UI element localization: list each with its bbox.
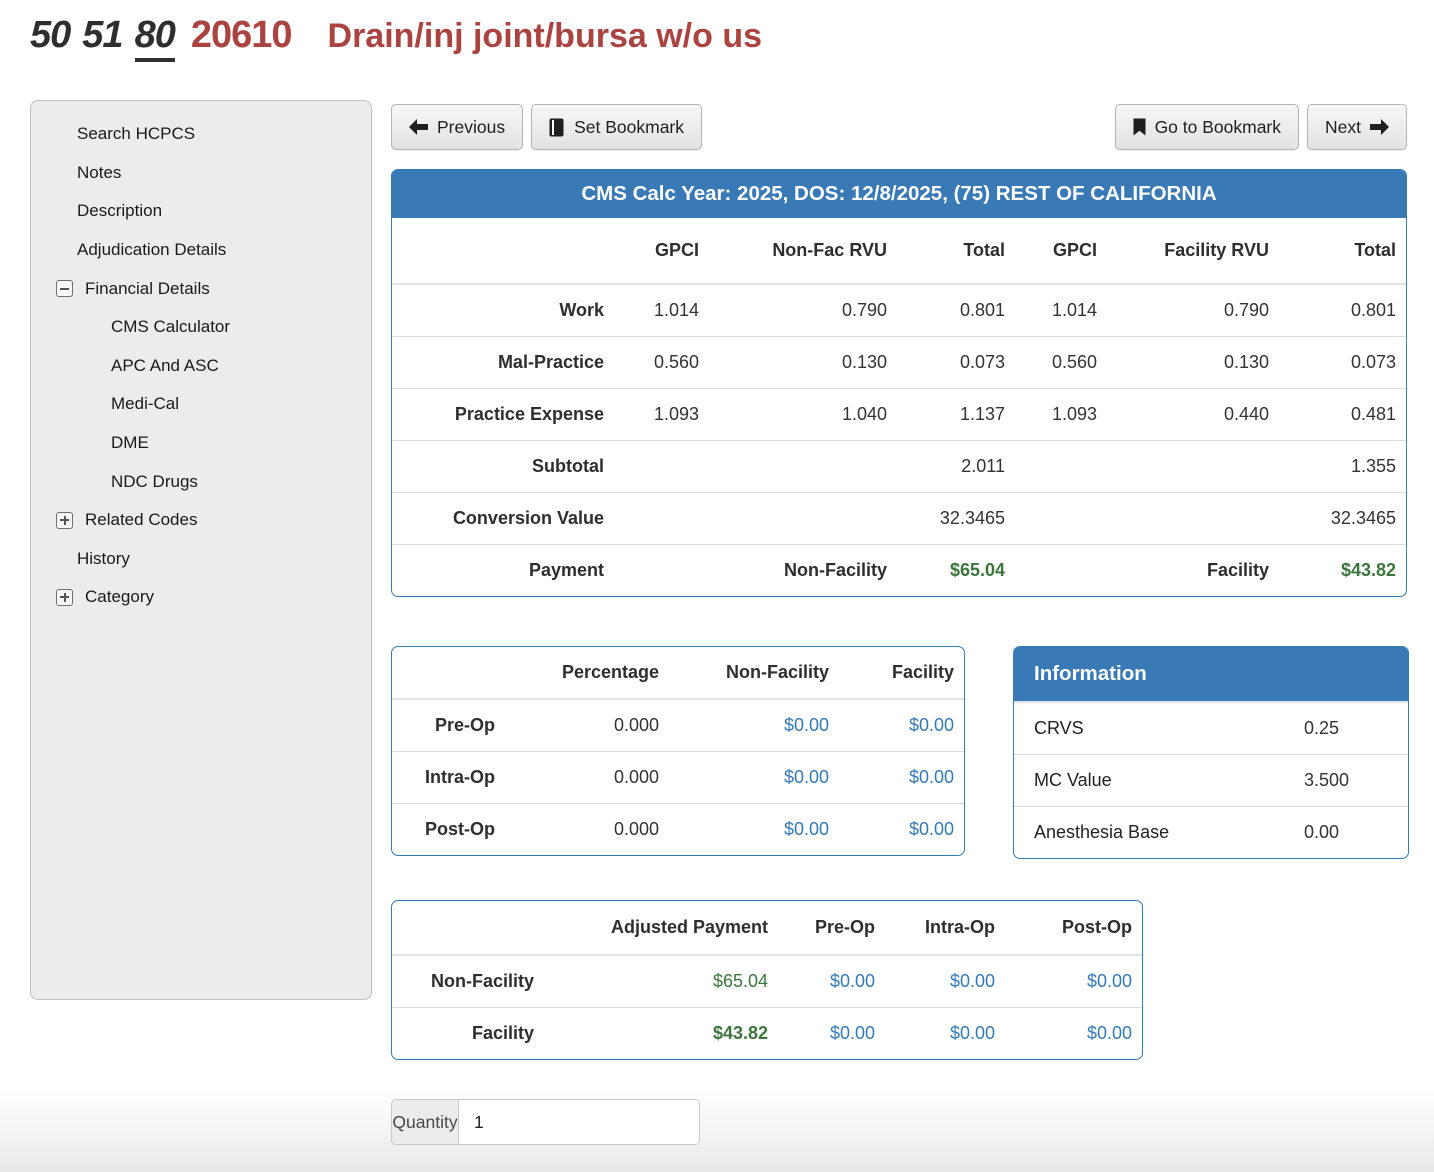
expand-icon[interactable] [56,511,73,529]
sidebar-item-history[interactable]: History [77,548,130,568]
payment-nonfacility-label: Non-Facility [711,544,899,596]
procedure-title: Drain/inj joint/bursa w/o us [327,17,762,55]
sidebar-item-related-codes[interactable]: Related Codes [31,501,371,540]
information-panel: Information CRVS 0.25 MC Value 3.500 Ane… [1013,646,1409,859]
collapse-icon[interactable] [56,280,73,298]
sidebar-item-search-hcpcs[interactable]: Search HCPCS [77,124,196,144]
table-row-subtotal: Subtotal 2.011 1.355 [392,440,1406,493]
cms-calc-panel: CMS Calc Year: 2025, DOS: 12/8/2025, (75… [391,169,1407,597]
sidebar-item-notes[interactable]: Notes [77,162,122,182]
sidebar-item-cms-calculator[interactable]: CMS Calculator [111,317,231,337]
col-total-2: Total [1354,240,1396,260]
adjusted-payment-panel: Adjusted Payment Pre-Op Intra-Op Post-Op… [391,900,1143,1060]
percentage-table: Percentage Non-Facility Facility Pre-Op … [392,647,964,855]
expand-icon[interactable] [56,588,73,606]
col-pre-op: Pre-Op [814,917,875,937]
table-row-pre-op: Pre-Op 0.000 $0.00 $0.00 [392,698,964,752]
col-non-facility: Non-Facility [725,662,829,682]
sidebar-item-apc-and-asc[interactable]: APC And ASC [111,355,219,375]
table-row-mc-value: MC Value 3.500 [1014,754,1408,807]
modifier-codes: 50 51 80 [30,14,176,62]
col-gpci: GPCI [654,240,699,260]
information-table: CRVS 0.25 MC Value 3.500 Anesthesia Base… [1014,701,1408,858]
table-row-practice-expense: Practice Expense 1.093 1.040 1.137 1.093… [392,388,1406,441]
table-row-anesthesia-base: Anesthesia Base 0.00 [1014,806,1408,858]
sidebar-item-dme[interactable]: DME [111,433,149,453]
modifier-51: 51 [82,14,123,56]
information-panel-title: Information [1014,647,1408,701]
percentage-panel: Percentage Non-Facility Facility Pre-Op … [391,646,965,856]
table-row-payment: Payment Non-Facility $65.04 Facility $43… [392,544,1406,596]
col-intra-op: Intra-Op [925,917,995,937]
col-facility-rvu: Facility RVU [1164,240,1269,260]
col-adjusted-payment: Adjusted Payment [610,917,768,937]
sidebar-item-adjudication-details[interactable]: Adjudication Details [77,240,227,260]
percentage-header-row: Percentage Non-Facility Facility [392,647,964,699]
table-row-crvs: CRVS 0.25 [1014,701,1408,755]
sidebar-item-financial-details[interactable]: Financial Details [31,269,371,308]
col-facility: Facility [891,662,954,682]
hcpcs-code: 20610 [190,14,293,56]
table-row-non-facility: Non-Facility $65.04 $0.00 $0.00 $0.00 [392,954,1142,1008]
page-header: 50 51 80 20610 Drain/inj joint/bursa w/o… [30,14,762,62]
payment-facility-amount: $43.82 [1281,544,1406,596]
col-percentage: Percentage [561,662,659,682]
table-row-intra-op: Intra-Op 0.000 $0.00 $0.00 [392,751,964,804]
quantity-group: Quantity [391,1099,700,1145]
modifier-80: 80 [134,14,176,62]
table-row-post-op: Post-Op 0.000 $0.00 $0.00 [392,803,964,855]
adjusted-header-row: Adjusted Payment Pre-Op Intra-Op Post-Op [392,901,1142,955]
arrow-right-icon [1370,119,1389,135]
adjusted-facility-amount: $43.82 [546,1007,780,1059]
adjusted-nonfacility-amount: $65.04 [546,954,780,1008]
toolbar: Previous Set Bookmark Go to Bookmark Nex… [391,104,1407,150]
quantity-input[interactable] [458,1099,700,1145]
col-post-op: Post-Op [1062,917,1132,937]
col-total: Total [963,240,1005,260]
table-row-conversion-value: Conversion Value 32.3465 32.3465 [392,492,1406,545]
set-bookmark-button[interactable]: Set Bookmark [531,104,702,150]
payment-nonfacility-amount: $65.04 [899,544,1017,596]
col-nonfac-rvu: Non-Fac RVU [772,240,887,260]
payment-facility-label: Facility [1109,544,1281,596]
col-gpci-2: GPCI [1052,240,1097,260]
sidebar-item-medi-cal[interactable]: Medi-Cal [111,394,180,414]
table-row-work: Work 1.014 0.790 0.801 1.014 0.790 0.801 [392,283,1406,337]
sidebar-nav: Search HCPCS Notes Description Adjudicat… [30,100,372,1000]
adjusted-payment-table: Adjusted Payment Pre-Op Intra-Op Post-Op… [392,901,1142,1059]
quantity-label: Quantity [391,1099,458,1145]
cms-header-row: GPCI Non-Fac RVU Total GPCI Facility RVU… [392,218,1406,284]
book-icon [549,118,565,137]
go-to-bookmark-button[interactable]: Go to Bookmark [1114,104,1300,150]
previous-button[interactable]: Previous [391,104,524,150]
sidebar-item-description[interactable]: Description [77,201,163,221]
sidebar-item-ndc-drugs[interactable]: NDC Drugs [111,471,198,491]
cms-calc-table: GPCI Non-Fac RVU Total GPCI Facility RVU… [392,218,1406,596]
cms-calc-caption: CMS Calc Year: 2025, DOS: 12/8/2025, (75… [392,170,1406,218]
next-button[interactable]: Next [1307,104,1407,150]
sidebar-item-category[interactable]: Category [31,578,371,617]
arrow-left-icon [409,119,428,135]
bookmark-icon [1133,118,1146,136]
table-row-facility: Facility $43.82 $0.00 $0.00 $0.00 [392,1007,1142,1059]
modifier-50: 50 [30,14,71,56]
table-row-mal-practice: Mal-Practice 0.560 0.130 0.073 0.560 0.1… [392,336,1406,389]
